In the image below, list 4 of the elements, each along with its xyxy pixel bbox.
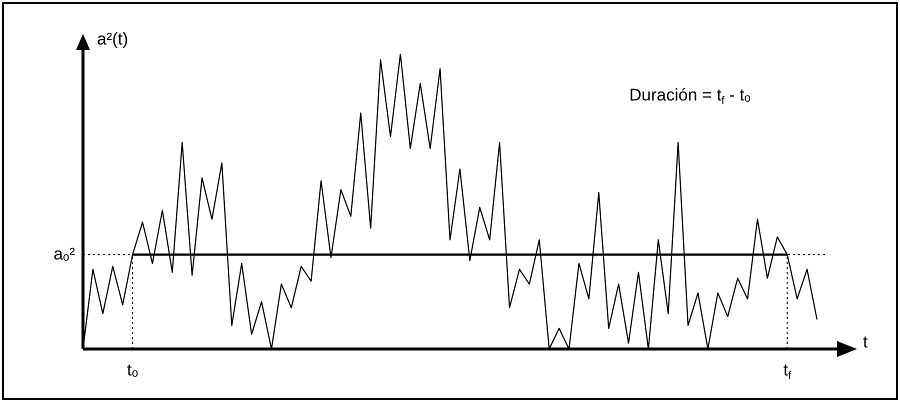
ref-line-label: aₒ² [53, 244, 76, 264]
y-axis-title: a²(t) [97, 30, 128, 49]
x-tick-label: tₒ [127, 360, 138, 380]
x-axis-title: t [863, 332, 868, 352]
